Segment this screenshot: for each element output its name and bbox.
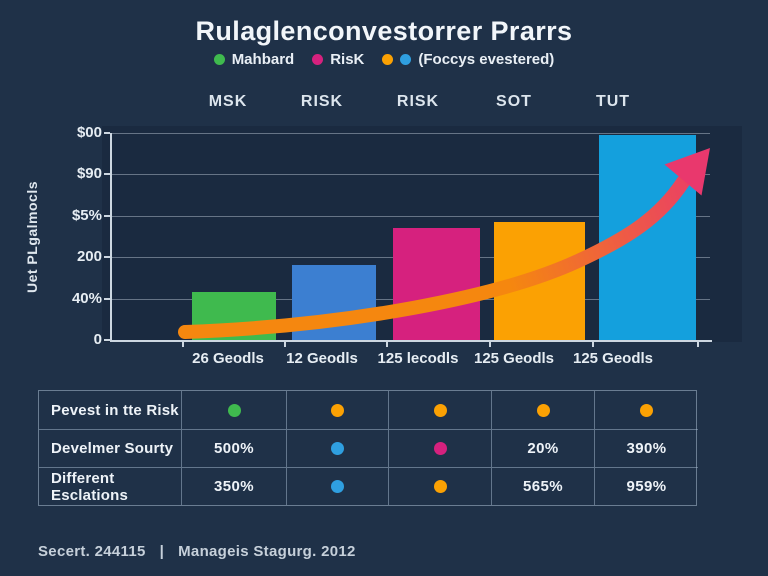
footer-separator: |: [159, 543, 165, 560]
table-cell-r2-c1: [286, 467, 388, 505]
table-cell-r1-c4: 390%: [594, 429, 698, 467]
footer: Secert. 244115 | Manageis Stagurg. 2012: [38, 543, 356, 560]
legend-label: (Foccys evestered): [418, 51, 555, 68]
column-header-0: MSK: [208, 93, 248, 110]
footer-source: Secert. 244115: [38, 543, 146, 560]
table-row-label-0: Pevest in tte Risk: [51, 401, 179, 419]
x-axis-line: [110, 340, 712, 342]
bar-1: [292, 265, 376, 340]
bar-2: [393, 228, 480, 340]
table-cell-r0-c4: [594, 391, 698, 429]
y-tick-label-1: $90: [76, 165, 102, 183]
table-dot-icon: [227, 403, 241, 417]
y-tick-mark-1: [104, 173, 110, 176]
y-tick-mark-3: [104, 256, 110, 259]
table-cell-r0-c0: [181, 391, 286, 429]
x-tick-mark-1: [284, 342, 286, 347]
table-dot-icon: [433, 480, 447, 493]
table-dot-icon: [433, 403, 447, 417]
table-cell-r1-c1: [286, 429, 388, 467]
y-tick-label-3: 200: [76, 248, 102, 266]
table-row-label-2: Different Esclations: [39, 467, 181, 505]
legend-item-2: (Foccys evestered): [382, 51, 554, 68]
x-tick-mark-3: [489, 342, 491, 347]
table-cell-r1-c3: 20%: [491, 429, 594, 467]
category-label-1: 12 Geodls: [286, 350, 358, 367]
y-tick-label-5: 0: [93, 331, 102, 348]
legend-label: Mahbard: [231, 51, 295, 68]
table-cell-r2-c3: 565%: [491, 467, 594, 505]
data-table: Pevest in tte Risk Develmer Sourty 500% 20%…: [38, 390, 698, 506]
x-tick-mark-5: [697, 342, 699, 347]
table-cell-r1-c0: 500%: [181, 429, 286, 467]
legend-dot-icon: [312, 54, 324, 65]
column-header-2: RISK: [396, 93, 440, 110]
bar-3: [494, 222, 585, 340]
category-label-2: 125 lecodls: [377, 350, 459, 367]
legend-label: RisK: [330, 51, 365, 68]
gridline-0: [112, 133, 710, 134]
legend-dot-icon: [400, 54, 412, 65]
bar-4: [599, 135, 696, 340]
table-cell-r0-c2: [388, 391, 491, 429]
y-tick-mark-5: [104, 339, 110, 341]
legend-dot-icon: [382, 54, 394, 65]
category-label-0: 26 Geodls: [192, 350, 264, 367]
y-tick-mark-4: [104, 297, 110, 300]
legend-item-0: Mahbard: [213, 51, 295, 68]
x-tick-mark-0: [182, 342, 184, 347]
y-tick-label-2: $5%: [71, 206, 102, 224]
y-tick-mark-0: [104, 132, 110, 134]
column-header-3: SOT: [496, 93, 532, 110]
table-cell-r2-c0: 350%: [181, 467, 286, 505]
y-tick-mark-2: [104, 214, 110, 217]
column-header-4: TUT: [595, 93, 631, 110]
legend-item-1: RisK: [312, 51, 364, 68]
table-dot-icon: [433, 442, 447, 455]
table-dot-icon: [331, 480, 344, 493]
y-axis-title: Uet PLgalmocls: [24, 180, 40, 294]
footer-note: Manageis Stagurg. 2012: [178, 543, 356, 560]
table-cell-r1-c2: [388, 429, 491, 467]
y-tick-label-0: $00: [76, 124, 102, 141]
page-title: Rulaglenconvestorrer Prarrs: [195, 16, 573, 46]
table-dot-icon: [536, 403, 550, 417]
column-header-1: RISK: [300, 93, 344, 110]
table-cell-r2-c4: 959%: [594, 467, 698, 505]
x-tick-mark-2: [386, 342, 388, 347]
bar-0: [192, 292, 276, 340]
table-dot-icon: [640, 403, 653, 417]
y-tick-label-4: 40%: [71, 289, 102, 307]
chart-legend: Mahbard RisK (Foccys evestered): [0, 51, 768, 68]
y-axis-line: [110, 133, 112, 342]
table-cell-r2-c2: [388, 467, 491, 505]
table-cell-r0-c1: [286, 391, 388, 429]
table-dot-icon: [331, 403, 344, 417]
table-row-label-1: Develmer Sourty: [39, 429, 181, 467]
table-dot-icon: [331, 442, 344, 455]
x-tick-mark-4: [592, 342, 594, 347]
category-label-3: 125 Geodls: [473, 350, 555, 367]
category-label-4: 125 Geodls: [572, 350, 654, 367]
table-cell-r0-c3: [491, 391, 594, 429]
gridline-1: [112, 174, 710, 176]
legend-dot-icon: [213, 54, 225, 65]
